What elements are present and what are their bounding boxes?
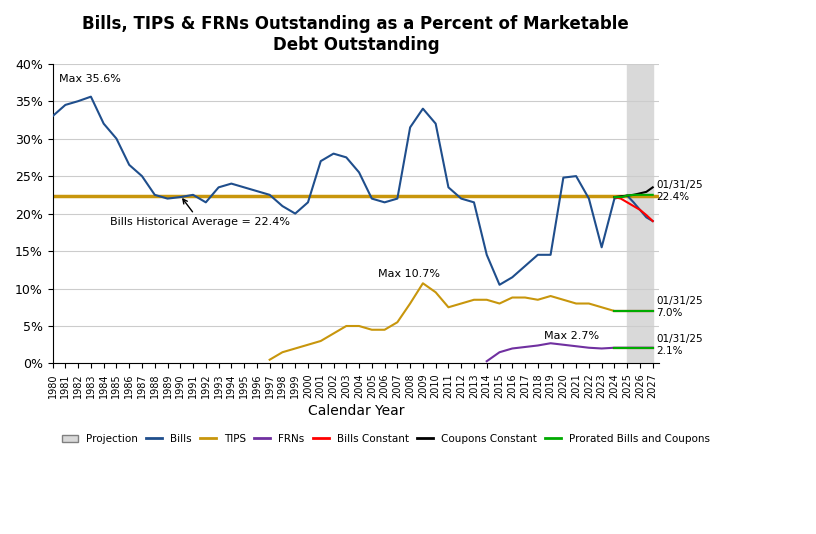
Text: Max 35.6%: Max 35.6%	[59, 74, 121, 84]
X-axis label: Calendar Year: Calendar Year	[308, 404, 404, 418]
Text: Max 10.7%: Max 10.7%	[378, 269, 440, 279]
Title: Bills, TIPS & FRNs Outstanding as a Percent of Marketable
Debt Outstanding: Bills, TIPS & FRNs Outstanding as a Perc…	[82, 15, 629, 54]
Bar	[628, 64, 653, 364]
Text: 01/31/25
22.4%: 01/31/25 22.4%	[657, 180, 703, 202]
Text: Bills Historical Average = 22.4%: Bills Historical Average = 22.4%	[110, 199, 290, 227]
Legend: Projection, Bills, TIPS, FRNs, Bills Constant, Coupons Constant, Prorated Bills : Projection, Bills, TIPS, FRNs, Bills Con…	[58, 430, 715, 448]
Text: Max 2.7%: Max 2.7%	[544, 331, 599, 341]
Text: 01/31/25
2.1%: 01/31/25 2.1%	[657, 334, 703, 356]
Text: 01/31/25
7.0%: 01/31/25 7.0%	[657, 296, 703, 318]
